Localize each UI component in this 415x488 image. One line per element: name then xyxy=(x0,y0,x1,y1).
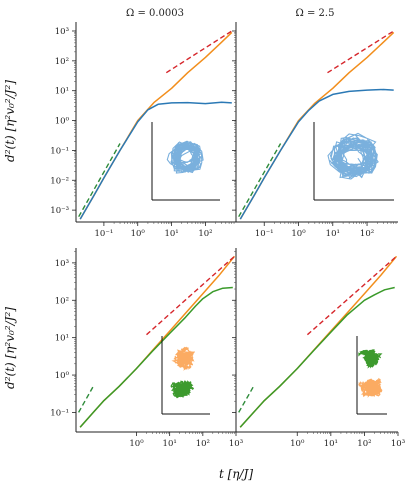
x-tick-label: 10⁰ xyxy=(291,229,306,239)
x-tick-label: 10² xyxy=(357,439,371,449)
xlabel: t [η/J] xyxy=(219,467,253,481)
x-tick-label: 10⁻¹ xyxy=(255,229,274,239)
panel-bottom-right: 10⁰ 10¹ 10² 10³ xyxy=(232,248,405,449)
inset-path-orange xyxy=(358,377,383,398)
inset-trajectory xyxy=(161,336,210,415)
title-left: Ω = 0.0003 xyxy=(126,8,184,19)
panel-bottom-left: 10⁰ 10¹ 10² 10³ 10⁻¹ 10⁰ 10¹ 10² 10³ xyxy=(50,248,243,449)
inset-path-blue xyxy=(166,140,204,174)
y-tick-label: 10¹ xyxy=(55,87,69,97)
series-red_dash-dashed xyxy=(306,255,397,336)
x-tick-label: 10¹ xyxy=(163,439,177,449)
x-tick-label: 10⁰ xyxy=(129,439,144,449)
title-right: Ω = 2.5 xyxy=(296,8,335,19)
inset-trajectory xyxy=(313,122,394,201)
series-blue-solid xyxy=(239,88,394,220)
ylabel-bottom: d²(t) [η²v₀²/J²] xyxy=(3,307,17,389)
x-tick-label: 10¹ xyxy=(326,229,340,239)
series-green_dash-dashed xyxy=(77,385,94,413)
ylabel-top: d²(t) [η²v₀²/J²] xyxy=(3,80,17,162)
x-tick-label: 10⁻¹ xyxy=(95,229,114,239)
x-tick-label: 10¹ xyxy=(324,439,338,449)
series-orange-solid xyxy=(79,31,233,220)
y-tick-label: 10³ xyxy=(55,27,69,37)
inset-trajectory xyxy=(356,336,387,415)
x-tick-label: 10² xyxy=(360,229,374,239)
x-tick-label: 10³ xyxy=(229,439,243,449)
inset-path-blue xyxy=(327,132,379,180)
inset-trajectory xyxy=(151,122,220,201)
series-green_dash-dashed xyxy=(238,143,282,218)
y-tick-label: 10⁰ xyxy=(55,117,70,127)
x-tick-label: 10² xyxy=(198,229,212,239)
inset-path-orange xyxy=(171,346,195,371)
series-green-solid xyxy=(239,286,395,428)
y-tick-label: 10² xyxy=(55,296,69,306)
series-green-solid xyxy=(79,286,233,428)
x-tick-label: 10⁰ xyxy=(131,229,146,239)
y-tick-label: 10⁻¹ xyxy=(50,408,69,418)
series-blue-solid xyxy=(79,101,232,220)
x-tick-label: 10³ xyxy=(391,439,405,449)
series-green_dash-dashed xyxy=(238,385,255,413)
x-tick-label: 10⁰ xyxy=(290,439,305,449)
series-red_dash-dashed xyxy=(165,30,233,74)
y-tick-label: 10⁻³ xyxy=(50,206,69,216)
inset-path-green xyxy=(170,379,195,399)
y-tick-label: 10³ xyxy=(55,259,69,269)
series-green_dash-dashed xyxy=(78,143,121,218)
x-tick-label: 10¹ xyxy=(164,229,178,239)
series-orange-solid xyxy=(239,31,395,220)
series-red_dash-dashed xyxy=(146,255,235,336)
panel-top-left: 10⁻¹ 10⁰ 10¹ 10² 10⁻³ 10⁻² 10⁻¹ 10⁰ 10¹ 10² 10³ xyxy=(50,22,236,239)
y-tick-label: 10⁻² xyxy=(50,176,69,186)
y-tick-label: 10⁰ xyxy=(55,371,70,381)
x-tick-label: 10² xyxy=(196,439,210,449)
y-tick-label: 10¹ xyxy=(55,334,69,344)
inset-path-green xyxy=(358,349,383,369)
panel-top-right: 10⁻¹ 10⁰ 10¹ 10² xyxy=(232,22,398,239)
y-tick-label: 10² xyxy=(55,57,69,67)
series-red_dash-dashed xyxy=(327,30,395,74)
y-tick-label: 10⁻¹ xyxy=(50,146,69,156)
